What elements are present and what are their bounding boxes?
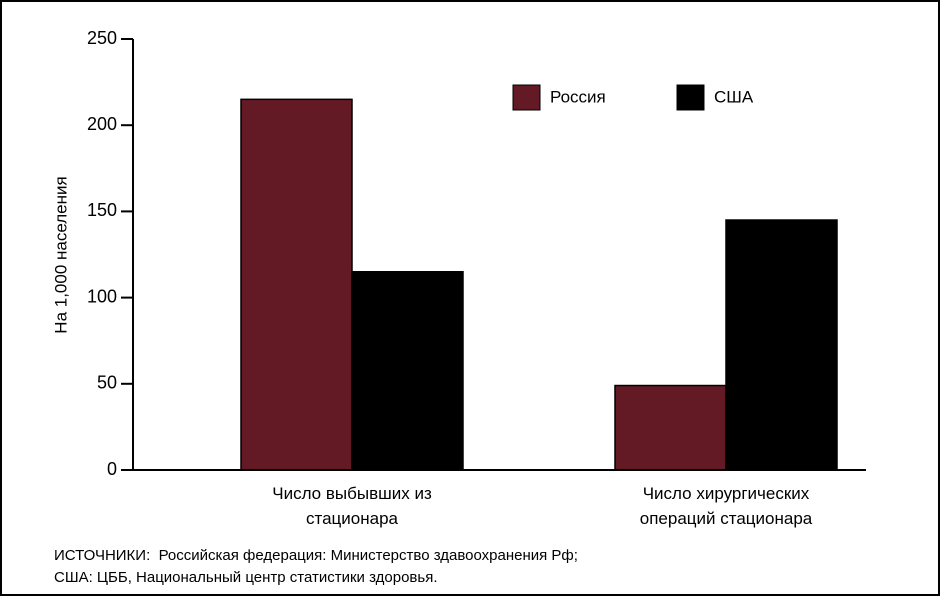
bar [614,384,727,471]
x-tick-label: Число выбывших из стационара [272,484,432,528]
legend-swatch [512,84,541,111]
y-tick-label: 50 [97,373,117,393]
label-line: Число хирургических [643,484,810,503]
label-line: операций стационара [640,509,813,528]
legend-label: США [714,87,754,106]
y-axis-label: На 1,000 населения [51,176,70,333]
bar [725,219,838,471]
legend-label: Россия [550,87,606,106]
legend-swatch [676,84,705,111]
y-tick-label: 150 [87,200,117,220]
y-tick-label: 200 [87,114,117,134]
label-line: Число выбывших из [272,484,432,503]
x-tick-label: Число хирургических операций стационара [640,484,813,528]
bar [351,270,464,471]
y-tick-label: 0 [107,459,117,479]
label-line: стационара [306,509,399,528]
y-tick-label: 100 [87,286,117,306]
bar [240,98,353,471]
source-note: ИСТОЧНИКИ: Российская федерация: Министе… [54,547,578,564]
y-tick-label: 250 [87,28,117,48]
source-note: США: ЦББ, Национальный центр статистики … [54,569,437,586]
